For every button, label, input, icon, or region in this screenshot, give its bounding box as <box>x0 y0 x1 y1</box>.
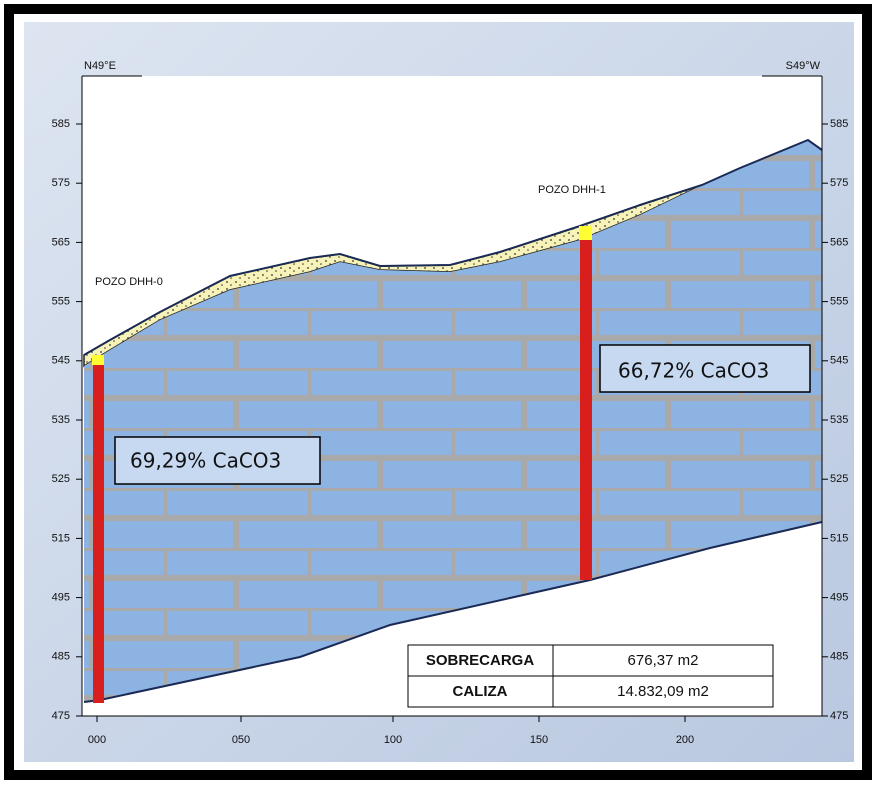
x-tick-label: 000 <box>88 734 106 746</box>
table-cell: 14.832,09 m2 <box>617 683 709 700</box>
x-tick-label: 150 <box>530 734 548 746</box>
y-tick-label: 485 <box>52 651 70 663</box>
y-tick-label: 495 <box>52 592 70 604</box>
y-tick-label: 535 <box>52 414 70 426</box>
y-tick-label: 575 <box>830 177 848 189</box>
x-tick-label: 100 <box>384 734 402 746</box>
y-tick-label: 565 <box>830 236 848 248</box>
y-tick-label: 475 <box>52 710 70 722</box>
y-tick-label: 535 <box>830 414 848 426</box>
y-tick-label: 555 <box>830 296 848 308</box>
y-tick-label: 495 <box>830 592 848 604</box>
caco3-label: 66,72% CaCO3 <box>618 359 769 383</box>
direction-right: S49°W <box>786 60 821 72</box>
y-tick-label: 585 <box>52 118 70 130</box>
summary-table: SOBRECARGA 676,37 m2 CALIZA 14.832,09 m2 <box>408 645 773 707</box>
caco3-label: 69,29% CaCO3 <box>130 449 281 473</box>
drill-top <box>579 226 592 240</box>
x-tick-label: 050 <box>232 734 250 746</box>
well-label: POZO DHH-1 <box>538 184 606 196</box>
table-cell: CALIZA <box>453 683 508 700</box>
y-tick-label: 545 <box>52 355 70 367</box>
y-tick-label: 585 <box>830 118 848 130</box>
drill-hole <box>580 240 592 580</box>
y-tick-label: 545 <box>830 355 848 367</box>
y-tick-label: 555 <box>52 296 70 308</box>
x-tick-label: 200 <box>676 734 694 746</box>
y-tick-label: 515 <box>52 532 70 544</box>
drill-top <box>92 355 104 365</box>
cross-section: N49°E S49°W POZO DHH-0 POZO DHH-1 69,29%… <box>0 0 876 784</box>
well-label: POZO DHH-0 <box>95 276 163 288</box>
y-tick-label: 575 <box>52 177 70 189</box>
y-tick-label: 525 <box>830 473 848 485</box>
table-cell: SOBRECARGA <box>426 652 535 669</box>
y-tick-label: 515 <box>830 532 848 544</box>
y-tick-label: 475 <box>830 710 848 722</box>
y-tick-label: 485 <box>830 651 848 663</box>
drill-hole <box>93 365 104 703</box>
y-tick-label: 525 <box>52 473 70 485</box>
y-tick-label: 565 <box>52 236 70 248</box>
table-cell: 676,37 m2 <box>628 652 699 669</box>
direction-left: N49°E <box>84 60 116 72</box>
